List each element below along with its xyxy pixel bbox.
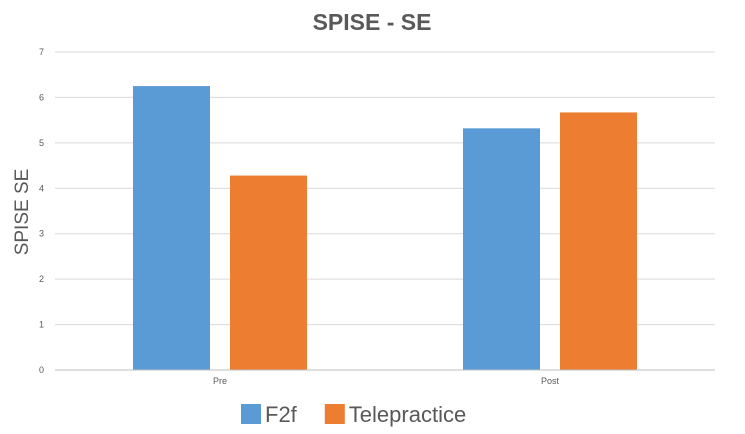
bars (133, 86, 637, 371)
x-tick-labels: Pre Post (213, 376, 560, 386)
bar-f2f-post (463, 128, 540, 370)
y-tick-label: 4 (39, 183, 44, 193)
y-tick-label: 0 (39, 365, 44, 375)
x-tick-label: Post (541, 376, 560, 386)
legend-swatch (241, 404, 261, 424)
legend-swatch (324, 404, 345, 424)
y-tick-label: 6 (39, 92, 44, 102)
legend: F2f Telepractice (241, 402, 466, 427)
y-tick-label: 7 (39, 47, 44, 57)
x-tick-label: Pre (213, 376, 227, 386)
y-tick-label: 1 (39, 320, 44, 330)
y-tick-labels: 0 1 2 3 4 5 6 7 (39, 47, 44, 375)
y-tick-label: 5 (39, 138, 44, 148)
y-axis-label: SPISE SE (12, 169, 33, 256)
legend-label: F2f (265, 402, 298, 427)
bar-telepractice-pre (230, 175, 307, 370)
bar-telepractice-post (560, 112, 637, 371)
legend-label: Telepractice (349, 402, 466, 427)
bar-f2f-pre (133, 86, 210, 371)
chart-title: SPISE - SE (313, 9, 432, 35)
y-tick-label: 2 (39, 274, 44, 284)
y-tick-label: 3 (39, 229, 44, 239)
